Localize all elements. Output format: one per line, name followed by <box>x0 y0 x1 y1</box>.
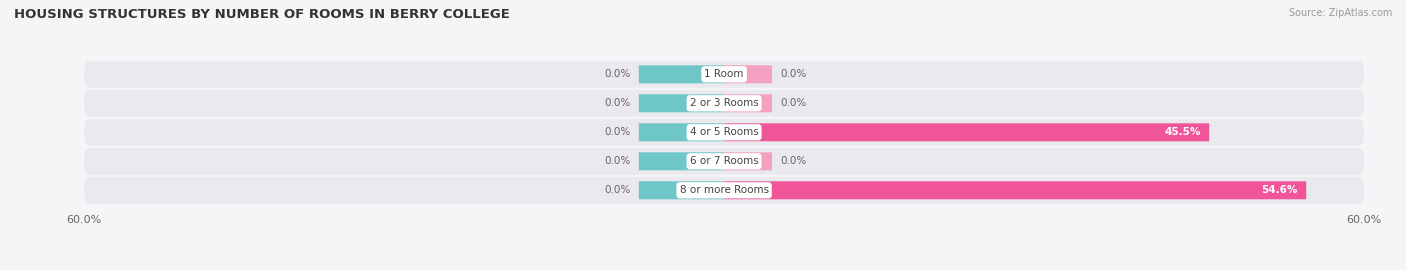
Text: 0.0%: 0.0% <box>605 98 630 108</box>
FancyBboxPatch shape <box>84 119 1364 146</box>
Text: 4 or 5 Rooms: 4 or 5 Rooms <box>690 127 758 137</box>
Text: 0.0%: 0.0% <box>780 69 807 79</box>
FancyBboxPatch shape <box>638 65 724 83</box>
Text: 2 or 3 Rooms: 2 or 3 Rooms <box>690 98 758 108</box>
FancyBboxPatch shape <box>638 94 724 112</box>
Text: 0.0%: 0.0% <box>605 127 630 137</box>
FancyBboxPatch shape <box>84 61 1364 88</box>
Text: HOUSING STRUCTURES BY NUMBER OF ROOMS IN BERRY COLLEGE: HOUSING STRUCTURES BY NUMBER OF ROOMS IN… <box>14 8 510 21</box>
FancyBboxPatch shape <box>724 181 1306 199</box>
FancyBboxPatch shape <box>724 152 772 170</box>
Text: 8 or more Rooms: 8 or more Rooms <box>679 185 769 195</box>
Text: 0.0%: 0.0% <box>780 156 807 166</box>
Text: 6 or 7 Rooms: 6 or 7 Rooms <box>690 156 758 166</box>
Text: 0.0%: 0.0% <box>605 185 630 195</box>
FancyBboxPatch shape <box>724 65 772 83</box>
FancyBboxPatch shape <box>724 123 1209 141</box>
FancyBboxPatch shape <box>84 148 1364 175</box>
Text: 54.6%: 54.6% <box>1261 185 1298 195</box>
Text: 0.0%: 0.0% <box>605 69 630 79</box>
Legend: Owner-occupied, Renter-occupied: Owner-occupied, Renter-occupied <box>605 267 844 270</box>
FancyBboxPatch shape <box>724 94 772 112</box>
FancyBboxPatch shape <box>638 152 724 170</box>
Text: 1 Room: 1 Room <box>704 69 744 79</box>
Text: 0.0%: 0.0% <box>605 156 630 166</box>
Text: 45.5%: 45.5% <box>1164 127 1201 137</box>
FancyBboxPatch shape <box>638 123 724 141</box>
Text: Source: ZipAtlas.com: Source: ZipAtlas.com <box>1288 8 1392 18</box>
FancyBboxPatch shape <box>638 181 724 199</box>
FancyBboxPatch shape <box>84 177 1364 204</box>
FancyBboxPatch shape <box>84 90 1364 117</box>
Text: 0.0%: 0.0% <box>780 98 807 108</box>
